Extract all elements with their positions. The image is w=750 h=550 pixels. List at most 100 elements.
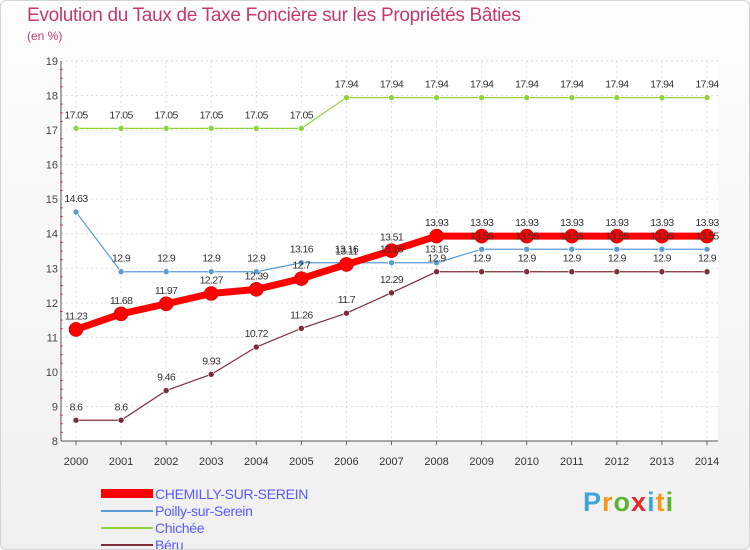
data-label: 11.26 xyxy=(290,309,313,321)
data-point xyxy=(658,94,666,101)
data-point xyxy=(523,245,531,253)
y-tick-label: 17 xyxy=(46,125,58,137)
data-point xyxy=(429,228,444,244)
data-label: 12.9 xyxy=(518,253,537,265)
data-point xyxy=(523,268,531,276)
data-label: 13.55 xyxy=(695,230,719,242)
data-point xyxy=(339,257,354,272)
x-tick-label: 2014 xyxy=(695,456,719,468)
data-label: 17.94 xyxy=(380,79,404,91)
data-label: 12.39 xyxy=(245,270,269,282)
data-point xyxy=(252,343,260,351)
data-label: 11.68 xyxy=(110,295,133,307)
data-label: 13.16 xyxy=(335,244,359,256)
data-point xyxy=(478,245,485,253)
data-point xyxy=(298,125,305,132)
data-label: 13.93 xyxy=(605,217,629,229)
data-point xyxy=(658,268,666,276)
data-point xyxy=(158,296,174,312)
data-label: 13.55 xyxy=(515,230,539,242)
data-label: 13.93 xyxy=(695,217,719,229)
data-point xyxy=(478,94,485,101)
data-point xyxy=(654,228,670,244)
data-label: 12.9 xyxy=(473,253,492,265)
data-point xyxy=(68,322,84,337)
data-label: 13.55 xyxy=(560,230,584,242)
x-tick-label: 2007 xyxy=(379,456,403,468)
y-tick-label: 12 xyxy=(46,298,58,310)
x-tick-label: 2009 xyxy=(469,456,493,468)
chart-legend: CHEMILLY-SUR-SEREIN Poilly-sur-Serein Chic… xyxy=(101,485,308,549)
logo-letter: r xyxy=(602,487,614,517)
data-label: 17.94 xyxy=(695,79,719,91)
legend-swatch xyxy=(101,543,153,546)
data-label: 12.9 xyxy=(157,253,176,265)
y-tick-label: 15 xyxy=(46,194,58,206)
data-point xyxy=(248,282,264,297)
data-label: 13.93 xyxy=(650,217,674,229)
legend-item: Chichée xyxy=(101,519,308,536)
y-tick-label: 9 xyxy=(52,401,58,413)
x-tick-label: 2012 xyxy=(605,456,629,468)
data-label: 12.9 xyxy=(563,253,582,265)
data-point xyxy=(613,94,621,101)
y-tick-label: 13 xyxy=(46,263,58,275)
legend-swatch xyxy=(101,509,153,512)
data-label: 17.94 xyxy=(425,79,449,91)
data-label: 9.93 xyxy=(202,355,221,367)
data-label: 17.94 xyxy=(470,79,494,91)
data-label: 17.05 xyxy=(109,109,133,121)
data-label: 13.93 xyxy=(515,217,539,229)
data-label: 12.29 xyxy=(380,274,404,286)
data-label: 11.97 xyxy=(155,285,178,297)
x-tick-label: 2001 xyxy=(109,456,133,468)
data-label: 13.11 xyxy=(335,245,358,257)
data-point xyxy=(388,94,395,101)
x-tick-label: 2008 xyxy=(424,456,448,468)
data-point xyxy=(117,416,125,424)
data-point xyxy=(384,243,399,258)
data-point xyxy=(162,125,170,132)
data-point xyxy=(117,268,125,276)
legend-item: Poilly-sur-Serein xyxy=(101,502,308,519)
data-label: 17.05 xyxy=(155,109,179,121)
legend-label: Chichée xyxy=(155,519,205,536)
data-label: 12.9 xyxy=(247,253,266,265)
data-label: 8.6 xyxy=(70,401,84,413)
data-point xyxy=(519,228,535,244)
data-label: 12.9 xyxy=(428,253,447,265)
legend-swatch xyxy=(101,489,153,498)
data-point xyxy=(609,228,625,244)
data-label: 17.05 xyxy=(64,109,88,121)
data-point xyxy=(207,268,215,276)
data-label: 13.16 xyxy=(425,244,449,256)
data-label: 13.16 xyxy=(290,244,314,256)
data-label: 17.94 xyxy=(605,79,629,91)
data-point xyxy=(564,228,580,244)
data-label: 12.7 xyxy=(292,260,311,272)
data-point xyxy=(613,268,621,276)
y-tick-label: 11 xyxy=(47,332,58,344)
data-label: 17.94 xyxy=(560,79,584,91)
data-point xyxy=(294,271,309,286)
y-tick-label: 16 xyxy=(46,160,58,172)
data-point xyxy=(568,94,576,101)
data-point xyxy=(703,245,711,253)
data-label: 17.05 xyxy=(290,109,314,121)
y-tick-label: 10 xyxy=(46,367,58,379)
data-point xyxy=(523,94,531,101)
logo-letter: t xyxy=(655,487,666,517)
data-label: 13.51 xyxy=(380,232,404,244)
data-label: 10.72 xyxy=(245,328,269,340)
data-point xyxy=(699,228,715,244)
x-tick-label: 2011 xyxy=(560,456,584,468)
y-tick-label: 18 xyxy=(46,91,58,103)
data-point xyxy=(298,325,305,332)
y-tick-label: 14 xyxy=(46,229,58,241)
data-point xyxy=(474,228,489,244)
data-point xyxy=(478,268,485,276)
logo-letter: P xyxy=(583,487,603,517)
data-label: 17.94 xyxy=(515,79,539,91)
